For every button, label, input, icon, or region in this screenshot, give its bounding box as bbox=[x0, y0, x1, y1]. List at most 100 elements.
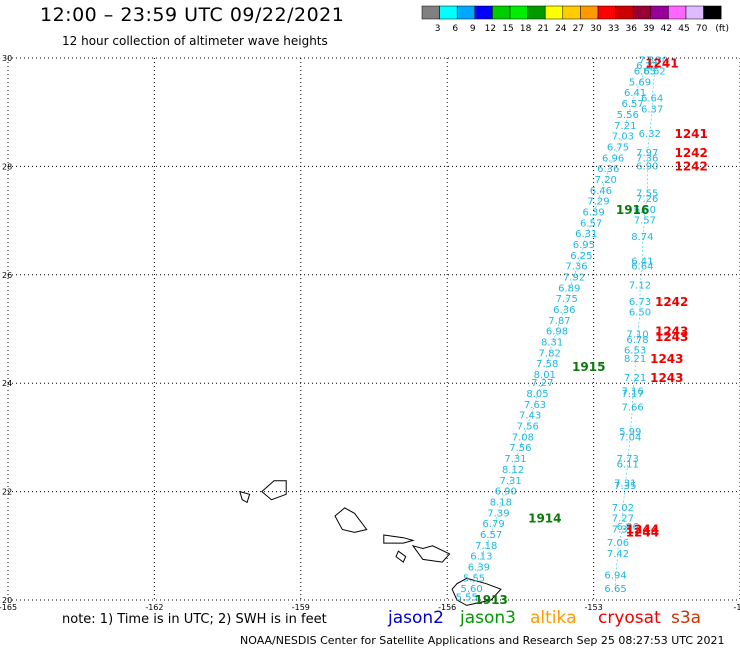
lon-tick-label: -165 bbox=[0, 603, 17, 612]
swh-label: 7.35 bbox=[614, 481, 636, 492]
swh-label: 7.73 bbox=[617, 454, 639, 465]
legend-swatch bbox=[615, 5, 634, 20]
swh-label: 6.31 bbox=[575, 229, 597, 240]
swh-label: 6.11 bbox=[636, 61, 658, 72]
coastlines bbox=[239, 480, 502, 606]
swh-label: 7.04 bbox=[619, 432, 641, 443]
swh-label: 7.92 bbox=[563, 273, 585, 284]
map-title: 12:00 – 23:59 UTC 09/22/2021 bbox=[40, 4, 345, 26]
legend-bin-label: 3 bbox=[435, 24, 441, 34]
swh-label: 8.18 bbox=[490, 497, 512, 508]
satellite-s3a: s3a bbox=[671, 608, 702, 628]
swh-label: 7.31 bbox=[500, 476, 522, 487]
legend-swatch bbox=[474, 5, 493, 20]
lon-tick-label: -159 bbox=[292, 603, 310, 612]
swh-label: 6.57 bbox=[580, 218, 602, 229]
swh-label: 7.21 bbox=[624, 373, 646, 384]
altimeter-tracks: 5.555.605.556.396.137.186.576.797.398.18… bbox=[456, 56, 669, 604]
legend-swatch bbox=[456, 5, 476, 20]
swh-label: 6.90 bbox=[636, 161, 658, 172]
swh-label: 7.43 bbox=[519, 411, 541, 422]
swh-label: 6.65 bbox=[634, 67, 656, 78]
pass-label: 1244 bbox=[626, 523, 659, 537]
swh-label: 6.53 bbox=[624, 346, 646, 357]
cryosat-track bbox=[615, 60, 658, 590]
swh-label: 6.73 bbox=[629, 297, 651, 308]
swh-label: 7.06 bbox=[607, 538, 629, 549]
swh-label: 7.36 bbox=[565, 262, 587, 273]
swh-label: 6.46 bbox=[590, 186, 612, 197]
swh-label: 7.55 bbox=[636, 189, 658, 200]
swh-label: 7.26 bbox=[636, 194, 658, 205]
swh-label: 6.57 bbox=[480, 530, 502, 541]
swh-label: 8.01 bbox=[534, 370, 556, 381]
swh-label: 6.65 bbox=[604, 584, 626, 595]
lat-tick-label: 22 bbox=[2, 488, 12, 497]
swh-label: 6.50 bbox=[634, 205, 656, 216]
swh-label: 5.55 bbox=[456, 592, 478, 603]
legend-bin-label: 24 bbox=[555, 24, 567, 34]
legend-bin-label: 6 bbox=[452, 24, 458, 34]
swh-label: 7.39 bbox=[487, 508, 509, 519]
island-hawaii bbox=[451, 577, 502, 606]
legend-unit: (ft) bbox=[715, 24, 729, 34]
swh-label: 6.36 bbox=[597, 164, 619, 175]
swh-label: 6.32 bbox=[639, 129, 661, 140]
island-lanai bbox=[395, 550, 407, 563]
pass-label: 1243 bbox=[650, 371, 683, 385]
swh-label: 6.57 bbox=[622, 99, 644, 110]
pass-label: 1915 bbox=[572, 360, 605, 374]
legend-swatch bbox=[703, 5, 722, 20]
lon-tick-label: -162 bbox=[145, 603, 163, 612]
pass-label: 1243 bbox=[655, 325, 688, 339]
pass-label: 1241 bbox=[645, 56, 678, 70]
swh-label: 6.79 bbox=[482, 519, 504, 530]
satellite-jason3: jason3 bbox=[460, 608, 516, 628]
legend-swatch bbox=[439, 5, 458, 20]
satellite-altika: altika bbox=[530, 608, 577, 628]
lat-tick-label: 30 bbox=[2, 54, 12, 63]
legend-swatch bbox=[580, 5, 599, 20]
legend-swatch bbox=[632, 5, 652, 20]
swh-label: 6.78 bbox=[626, 335, 648, 346]
swh-label: 7.31 bbox=[504, 454, 526, 465]
legend-swatch bbox=[562, 5, 581, 20]
legend-swatch bbox=[509, 5, 528, 20]
color-legend: 3 6 9 12 15 18 21 24 27 30 33 36 39 42 45 70 (ft) bbox=[421, 5, 729, 34]
swh-label: 5.55 bbox=[463, 573, 485, 584]
swh-label: 6.96 bbox=[602, 153, 624, 164]
legend-bin-label: 15 bbox=[502, 24, 513, 34]
swh-label: 7.27 bbox=[612, 514, 634, 525]
lat-tick-label: 20 bbox=[2, 596, 12, 605]
swh-label: 7.31 bbox=[614, 478, 636, 489]
satellite-cryosat: cryosat bbox=[598, 608, 661, 628]
swh-label: 7.66 bbox=[622, 403, 644, 414]
swh-label: 5.60 bbox=[460, 584, 482, 595]
legend-swatch bbox=[650, 5, 669, 20]
swh-label: 7.29 bbox=[587, 197, 609, 208]
note-text: note: 1) Time is in UTC; 2) SWH is in fe… bbox=[62, 612, 327, 627]
legend-bin-label: 45 bbox=[678, 24, 689, 34]
swh-label: 7.10 bbox=[626, 329, 648, 340]
swh-label: 8.05 bbox=[526, 389, 548, 400]
pass-label: 1244 bbox=[626, 525, 659, 539]
swh-label: 7.17 bbox=[622, 389, 644, 400]
legend-bin-label: 21 bbox=[537, 24, 548, 34]
swh-label: 7.30 bbox=[639, 56, 661, 67]
swh-label: 5.56 bbox=[617, 110, 639, 121]
legend-bin-label: 39 bbox=[643, 24, 655, 34]
legend-swatch bbox=[597, 5, 616, 20]
legend-bin-label: 12 bbox=[485, 24, 496, 34]
swh-label: 7.75 bbox=[556, 294, 578, 305]
swh-label: 6.25 bbox=[570, 251, 592, 262]
swh-label: 6.41 bbox=[631, 256, 653, 267]
swh-label: 7.63 bbox=[524, 400, 546, 411]
swh-label: 7.20 bbox=[595, 175, 617, 186]
swh-label: 6.11 bbox=[617, 460, 639, 471]
axis-ticks: -165 -162 -159 -156 -153 -15 30 28 26 24 22 20 bbox=[0, 54, 740, 612]
pass-label: 1913 bbox=[474, 593, 507, 607]
swh-label: 6.96 bbox=[617, 522, 639, 533]
swh-label: 8.74 bbox=[631, 232, 653, 243]
island-oahu bbox=[334, 507, 368, 533]
swh-label: 7.31 bbox=[612, 525, 634, 536]
